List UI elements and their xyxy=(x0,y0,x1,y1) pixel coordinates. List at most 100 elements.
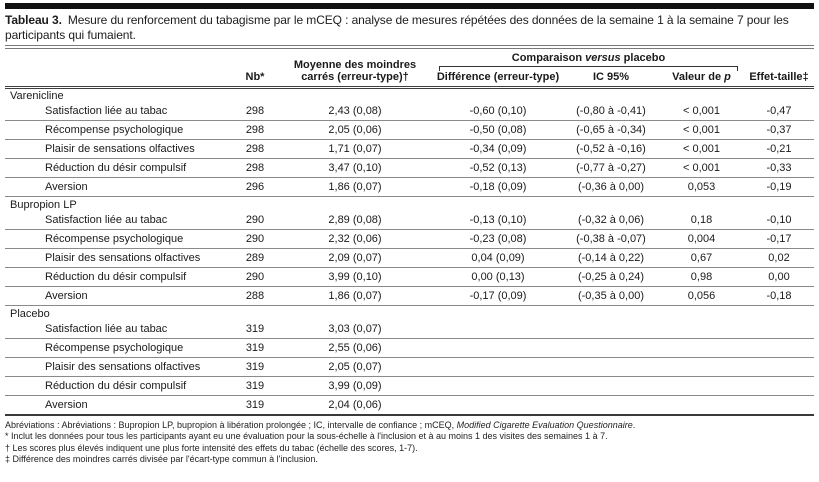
cell-pvalue: < 0,001 xyxy=(659,139,744,159)
cell-label: Réduction du désir compulsif xyxy=(5,267,233,287)
cell-pvalue xyxy=(659,376,744,396)
table-row: Plaisir de sensations olfactives 298 1,71 … xyxy=(5,139,814,159)
cell-nb: 319 xyxy=(245,398,265,411)
cell-label: Satisfaction liée au tabac xyxy=(5,101,233,121)
table-row: Plaisir des sensations olfactives 319 2,05… xyxy=(5,357,814,377)
cell-pvalue: 0,18 xyxy=(659,210,744,230)
section-name: Placebo xyxy=(10,307,50,320)
cell-mean: 1,86 (0,07) xyxy=(277,286,433,306)
table-row: Plaisir des sensations olfactives 289 2,09… xyxy=(5,248,814,268)
cell-pvalue: < 0,001 xyxy=(659,120,744,140)
cell-diff: -0,13 (0,10) xyxy=(433,210,563,230)
table-row: Réduction du désir compulsif 298 3,47 (0,1… xyxy=(5,158,814,178)
cell-mean: 2,04 (0,06) xyxy=(328,398,382,411)
cell-effect: -0,19 xyxy=(744,177,814,197)
comparison-label-versus: versus xyxy=(585,52,621,64)
cell-effect: -0,33 xyxy=(744,158,814,178)
cell-pvalue: 0,67 xyxy=(659,248,744,268)
cell-ci: (-0,35 à 0,00) xyxy=(563,286,659,306)
cell-diff: -0,34 (0,09) xyxy=(433,139,563,159)
cell-label: Récompense psychologique xyxy=(5,338,233,358)
footnote-dagger: † Les scores plus élevés indiquent une p… xyxy=(5,442,418,453)
cell-diff xyxy=(433,319,563,339)
cell-mean: 2,09 (0,07) xyxy=(277,248,433,268)
cell-label: Plaisir des sensations olfactives xyxy=(5,357,233,377)
col-header-ci: IC 95% xyxy=(592,71,630,83)
comparison-label-pre: Comparaison xyxy=(511,52,586,64)
cell-diff: -0,23 (0,08) xyxy=(433,229,563,249)
cell-diff: -0,60 (0,10) xyxy=(433,101,563,121)
table-row: Réduction du désir compulsif 290 3,99 (0,1… xyxy=(5,267,814,287)
section-name: Varenicline xyxy=(10,89,64,102)
cell-mean: 1,71 (0,07) xyxy=(277,139,433,159)
cell-pvalue: 0,98 xyxy=(659,267,744,287)
cell-mean: 3,99 (0,09) xyxy=(277,376,433,396)
cell-pvalue: < 0,001 xyxy=(659,101,744,121)
section-name: Bupropion LP xyxy=(10,198,77,211)
cell-nb: 298 xyxy=(233,139,277,159)
cell-pvalue: 0,053 xyxy=(659,177,744,197)
cell-effect: -0,47 xyxy=(744,101,814,121)
section-header-row: Placebo xyxy=(5,306,814,320)
cell-effect xyxy=(744,376,814,396)
cell-effect: -0,21 xyxy=(744,139,814,159)
cell-nb: 319 xyxy=(233,376,277,396)
cell-nb: 288 xyxy=(233,286,277,306)
table-row: Récompense psychologique 290 2,32 (0,06) -0… xyxy=(5,229,814,249)
cell-mean: 2,32 (0,06) xyxy=(277,229,433,249)
cell-pvalue xyxy=(659,319,744,339)
footnote-abbrev-post: . xyxy=(632,419,636,430)
cell-mean: 3,03 (0,07) xyxy=(277,319,433,339)
comparison-span-bracket xyxy=(439,66,738,71)
cell-effect xyxy=(744,338,814,358)
cell-mean: 2,43 (0,08) xyxy=(277,101,433,121)
cell-ci: (-0,36 à 0,00) xyxy=(563,177,659,197)
cell-nb: 298 xyxy=(233,101,277,121)
table-header: Nb* Moyenne des moindres carrés (erreur-… xyxy=(5,49,814,88)
cell-ci: (-0,65 à -0,34) xyxy=(563,120,659,140)
cell-ci xyxy=(563,319,659,339)
section-header-row: Varenicline xyxy=(5,88,814,102)
table-row: Aversion 288 1,86 (0,07) -0,17 (0,09) (-0,35… xyxy=(5,286,814,306)
table-title-label: Tableau 3. xyxy=(5,13,62,27)
cell-diff: 0,00 (0,13) xyxy=(433,267,563,287)
cell-effect: -0,10 xyxy=(744,210,814,230)
cell-ci xyxy=(563,396,659,415)
cell-effect: -0,17 xyxy=(744,229,814,249)
cell-ci: (-0,80 à -0,41) xyxy=(563,101,659,121)
cell-nb: 319 xyxy=(233,357,277,377)
col-header-mean: Moyenne des moindres carrés (erreur-type… xyxy=(293,59,417,83)
table-row: Satisfaction liée au tabac 319 3,03 (0,07) xyxy=(5,319,814,339)
cell-label: Récompense psychologique xyxy=(5,120,233,140)
cell-label: Satisfaction liée au tabac xyxy=(5,210,233,230)
col-header-difference: Différence (erreur-type) xyxy=(436,71,560,83)
cell-label: Aversion xyxy=(45,398,88,411)
cell-pvalue xyxy=(659,357,744,377)
results-table: Nb* Moyenne des moindres carrés (erreur-… xyxy=(5,49,814,416)
cell-label: Satisfaction liée au tabac xyxy=(5,319,233,339)
cell-diff xyxy=(433,376,563,396)
cell-diff xyxy=(433,396,563,415)
cell-ci: (-0,38 à -0,07) xyxy=(563,229,659,249)
cell-ci: (-0,32 à 0,06) xyxy=(563,210,659,230)
cell-effect xyxy=(744,357,814,377)
cell-label: Réduction du désir compulsif xyxy=(5,376,233,396)
cell-effect xyxy=(744,396,814,415)
cell-diff: -0,50 (0,08) xyxy=(433,120,563,140)
cell-effect: 0,02 xyxy=(744,248,814,268)
footnote-star: * Inclut les données pour tous les parti… xyxy=(5,431,608,441)
col-header-pvalue: Valeur de p xyxy=(659,71,744,88)
cell-nb: 319 xyxy=(233,319,277,339)
cell-label: Récompense psychologique xyxy=(5,229,233,249)
cell-effect: 0,00 xyxy=(744,267,814,287)
cell-mean: 1,86 (0,07) xyxy=(277,177,433,197)
cell-diff: -0,52 (0,13) xyxy=(433,158,563,178)
comparison-label-post: placebo xyxy=(620,52,666,64)
cell-effect: -0,37 xyxy=(744,120,814,140)
table-row: Satisfaction liée au tabac 298 2,43 (0,08)… xyxy=(5,101,814,121)
cell-effect: -0,18 xyxy=(744,286,814,306)
cell-mean: 3,99 (0,10) xyxy=(277,267,433,287)
footnote-abbreviations: Abréviations : Abréviations : Bupropion … xyxy=(5,420,814,432)
cell-pvalue: 0,056 xyxy=(659,286,744,306)
footnote-double-dagger: ‡ Différence des moindres carrés divisée… xyxy=(5,454,318,464)
